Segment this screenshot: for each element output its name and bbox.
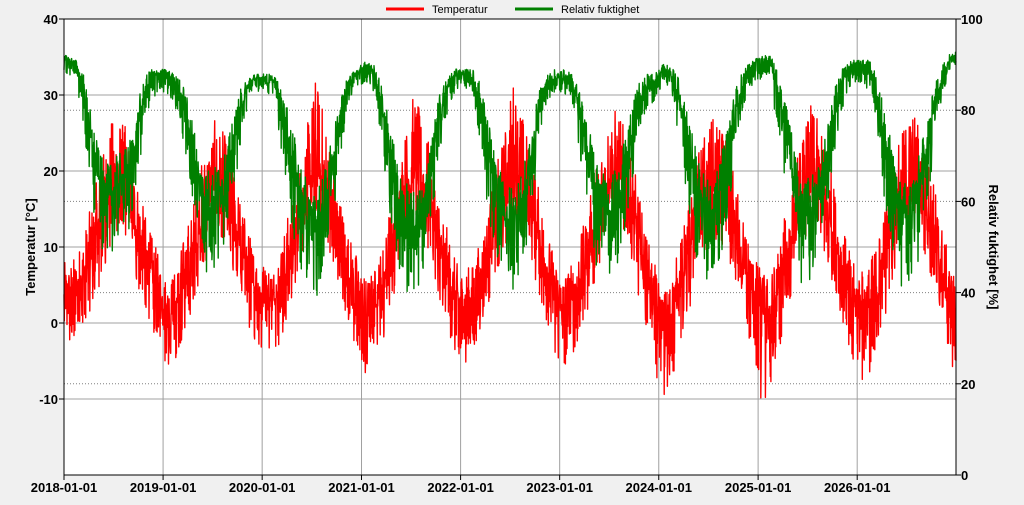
y-right-axis-title: Relativ fuktighet [%] [986,185,1001,310]
y-right-tick-label: 20 [961,377,975,392]
x-tick-label: 2019-01-01 [130,480,197,495]
y-left-tick-label: 10 [44,240,58,255]
x-tick-label: 2024-01-01 [626,480,693,495]
series-layer [63,51,957,399]
legend-label-temperatur: Temperatur [432,4,488,16]
y-right-tick-label: 80 [961,103,975,118]
series-line-relativ-fuktighet [63,51,957,296]
legend: Temperatur Relativ fuktighet [386,4,639,16]
x-tick-label: 2025-01-01 [725,480,792,495]
y-left-tick-label: 0 [51,316,58,331]
y-left-tick-label: 20 [44,164,58,179]
y-left-tick-label: -10 [39,392,58,407]
y-right-tick-label: 60 [961,194,975,209]
x-tick-label: 2023-01-01 [526,480,593,495]
y-left-axis-title: Temperatur [°C] [23,198,38,295]
x-tick-label: 2018-01-01 [31,480,98,495]
y-left-tick-label: 40 [44,12,58,27]
x-tick-label: 2021-01-01 [328,480,395,495]
y-right-tick-label: 0 [961,468,968,483]
y-right-tick-label: 40 [961,286,975,301]
x-tick-label: 2020-01-01 [229,480,296,495]
axis-layer: 2018-01-01 2019-01-01 2020-01-01 2021-01-01… [31,12,983,495]
plot-area-frame [63,18,957,476]
x-tick-label: 2026-01-01 [824,480,891,495]
y-left-tick-label: 30 [44,88,58,103]
y-right-tick-label: 100 [961,12,983,27]
legend-label-relativ-fuktighet: Relativ fuktighet [561,4,639,16]
x-tick-label: 2022-01-01 [427,480,494,495]
